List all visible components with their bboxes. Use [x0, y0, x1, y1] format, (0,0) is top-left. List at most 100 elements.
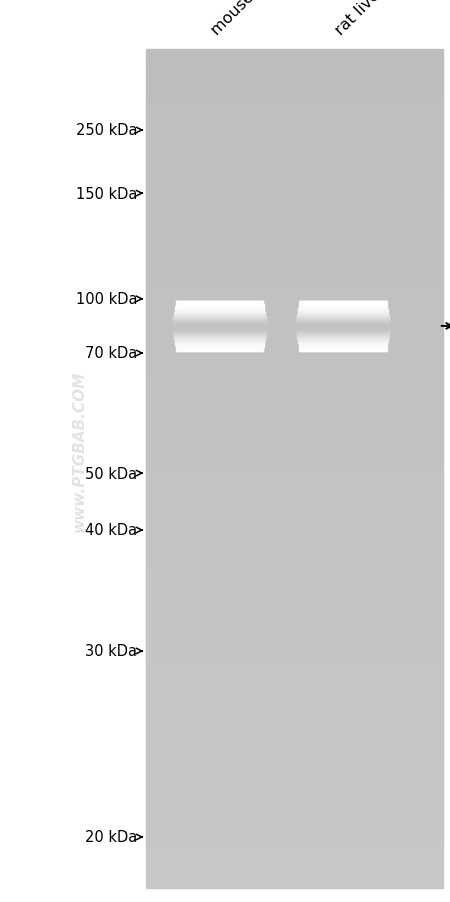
Bar — [146, 113, 443, 120]
Bar — [146, 532, 443, 538]
Bar — [146, 644, 443, 651]
Bar — [146, 602, 443, 609]
Bar — [146, 92, 443, 98]
Bar — [146, 175, 443, 182]
Bar — [146, 713, 443, 721]
Bar — [146, 672, 443, 679]
Bar — [146, 483, 443, 490]
Bar — [146, 273, 443, 281]
Bar — [146, 322, 443, 329]
Bar — [146, 777, 443, 784]
Bar — [146, 763, 443, 769]
Bar — [146, 476, 443, 483]
Bar — [146, 372, 443, 378]
Bar — [146, 85, 443, 92]
Bar — [146, 182, 443, 189]
Text: 100 kDa: 100 kDa — [76, 292, 137, 307]
Bar — [146, 840, 443, 846]
Bar — [146, 819, 443, 825]
Bar — [146, 861, 443, 868]
Bar — [146, 566, 443, 574]
Bar — [146, 812, 443, 819]
Bar — [146, 637, 443, 644]
Bar — [146, 141, 443, 148]
Bar — [146, 197, 443, 204]
Bar — [146, 853, 443, 861]
Bar — [146, 868, 443, 875]
Bar — [146, 721, 443, 728]
Bar — [146, 350, 443, 357]
Bar — [146, 462, 443, 469]
Bar — [146, 238, 443, 245]
Bar — [146, 78, 443, 85]
Bar — [146, 413, 443, 420]
Bar — [146, 622, 443, 630]
Bar — [146, 518, 443, 525]
Bar — [146, 504, 443, 511]
Bar — [146, 875, 443, 881]
Bar — [146, 406, 443, 413]
Bar — [146, 260, 443, 266]
Bar — [146, 538, 443, 546]
Bar — [146, 148, 443, 154]
Bar — [146, 64, 443, 70]
Bar — [146, 595, 443, 602]
Text: 20 kDa: 20 kDa — [85, 830, 137, 844]
Bar — [146, 357, 443, 364]
Bar — [146, 525, 443, 532]
Bar — [146, 70, 443, 78]
Bar — [146, 553, 443, 560]
Bar — [146, 469, 443, 476]
Bar — [146, 630, 443, 637]
Bar — [146, 455, 443, 462]
Bar — [146, 490, 443, 497]
Bar — [146, 204, 443, 210]
Bar — [146, 658, 443, 665]
Bar — [146, 210, 443, 217]
Bar — [146, 434, 443, 441]
Bar — [146, 57, 443, 64]
Bar — [146, 546, 443, 553]
Bar — [146, 769, 443, 777]
Bar — [146, 784, 443, 790]
Bar — [146, 336, 443, 344]
Bar — [146, 169, 443, 175]
Bar — [146, 448, 443, 455]
Bar — [146, 294, 443, 301]
Bar — [146, 497, 443, 504]
Text: 30 kDa: 30 kDa — [85, 644, 137, 658]
Bar — [146, 329, 443, 336]
Bar — [146, 511, 443, 518]
Bar — [146, 756, 443, 763]
Bar — [146, 707, 443, 713]
Bar — [146, 232, 443, 238]
Bar — [146, 881, 443, 888]
Bar — [146, 790, 443, 797]
Bar — [146, 560, 443, 566]
Bar — [146, 734, 443, 741]
Bar — [146, 609, 443, 616]
Bar — [146, 316, 443, 322]
Bar — [146, 616, 443, 622]
Bar — [146, 679, 443, 686]
Bar — [146, 741, 443, 749]
Bar — [146, 825, 443, 833]
Text: 70 kDa: 70 kDa — [85, 346, 137, 361]
Bar — [146, 253, 443, 260]
Bar — [146, 344, 443, 350]
Text: 40 kDa: 40 kDa — [85, 523, 137, 538]
Bar — [146, 217, 443, 225]
Bar — [146, 281, 443, 287]
Text: mouse liver: mouse liver — [209, 0, 286, 38]
Bar — [146, 266, 443, 273]
Bar — [146, 399, 443, 406]
Bar — [146, 700, 443, 707]
Bar — [146, 693, 443, 700]
Bar — [146, 686, 443, 693]
Bar — [146, 106, 443, 113]
Bar — [146, 120, 443, 126]
Text: rat liver: rat liver — [332, 0, 387, 38]
Bar — [146, 588, 443, 595]
Bar — [146, 189, 443, 197]
Text: 250 kDa: 250 kDa — [76, 124, 137, 138]
